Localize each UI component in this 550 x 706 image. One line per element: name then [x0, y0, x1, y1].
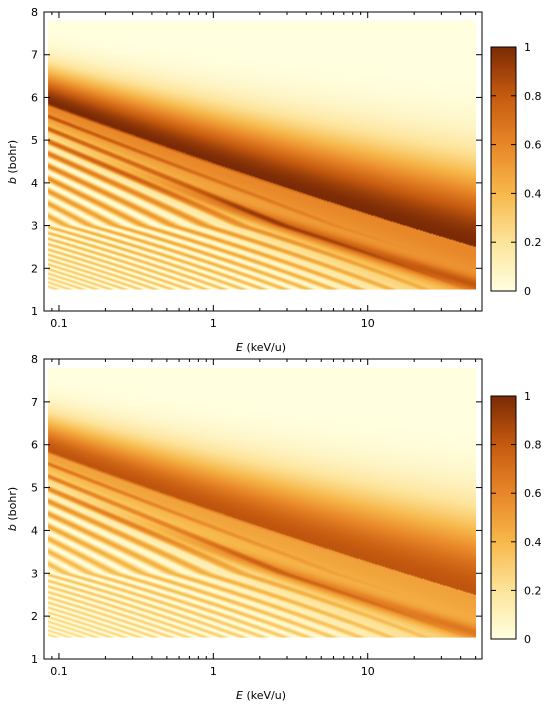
- x-ticks-bottom: 0.1 1 10: [43, 359, 477, 678]
- y-tick-label: 5: [31, 134, 38, 147]
- y-tick-label: 6: [31, 91, 38, 104]
- y-ticks-bottom: 1 2 3 4 5 6 7 8: [31, 353, 482, 666]
- y-tick-label: 1: [31, 653, 38, 666]
- y-tick-label: 2: [31, 610, 38, 623]
- y-tick-label: 6: [31, 439, 38, 452]
- colorbar-tick-label: 0.4: [524, 187, 542, 200]
- y-tick-label: 5: [31, 482, 38, 495]
- colorbar-ticks-top: 0 0.2 0.4 0.6 0.8 1: [491, 41, 542, 298]
- colorbar-bottom: [490, 395, 517, 640]
- colorbar-tick-label: 0.6: [524, 139, 542, 152]
- colorbar-ticks-bottom: 0 0.2 0.4 0.6 0.8 1: [491, 390, 542, 646]
- colorbar-tick-label: 0: [524, 285, 531, 298]
- x-axis-label-top: E (keV/u): [236, 341, 286, 354]
- heatmap-bottom: [48, 367, 477, 638]
- y-ticks-top: 1 2 3 4 5 6 7 8: [31, 6, 482, 318]
- y-axis-label-top: b (bohr): [6, 140, 19, 184]
- colorbar-tick-label: 0.2: [524, 584, 542, 597]
- colorbar-tick-label: 1: [524, 390, 531, 403]
- colorbar-tick-label: 0.6: [524, 487, 542, 500]
- y-tick-label: 8: [31, 353, 38, 366]
- x-tick-label: 0.1: [50, 317, 68, 330]
- x-axis-label-bottom: E (keV/u): [236, 689, 286, 702]
- x-tick-label: 1: [210, 665, 217, 678]
- heatmap-top: [48, 20, 477, 290]
- y-tick-label: 3: [31, 567, 38, 580]
- y-tick-label: 2: [31, 262, 38, 275]
- y-tick-label: 1: [31, 305, 38, 318]
- colorbar-tick-label: 0.8: [524, 439, 542, 452]
- x-tick-label: 10: [361, 317, 375, 330]
- plot-frame-bottom: [43, 358, 483, 660]
- y-tick-label: 3: [31, 220, 38, 233]
- colorbar-top: [490, 46, 517, 292]
- y-tick-label: 7: [31, 396, 38, 409]
- x-tick-label: 10: [361, 665, 375, 678]
- x-tick-label: 0.1: [50, 665, 68, 678]
- y-axis-label-bottom: b (bohr): [6, 487, 19, 531]
- y-tick-label: 4: [31, 524, 38, 537]
- colorbar-tick-label: 0.4: [524, 536, 542, 549]
- colorbar-tick-label: 0: [524, 633, 531, 646]
- colorbar-tick-label: 0.2: [524, 236, 542, 249]
- x-tick-label: 1: [210, 317, 217, 330]
- colorbar-tick-label: 0.8: [524, 90, 542, 103]
- y-tick-label: 4: [31, 177, 38, 190]
- plot-frame-top: [43, 11, 483, 312]
- colorbar-tick-label: 1: [524, 41, 531, 54]
- y-tick-label: 7: [31, 49, 38, 62]
- x-ticks-top: 0.1 1 10: [43, 12, 477, 330]
- y-tick-label: 8: [31, 6, 38, 19]
